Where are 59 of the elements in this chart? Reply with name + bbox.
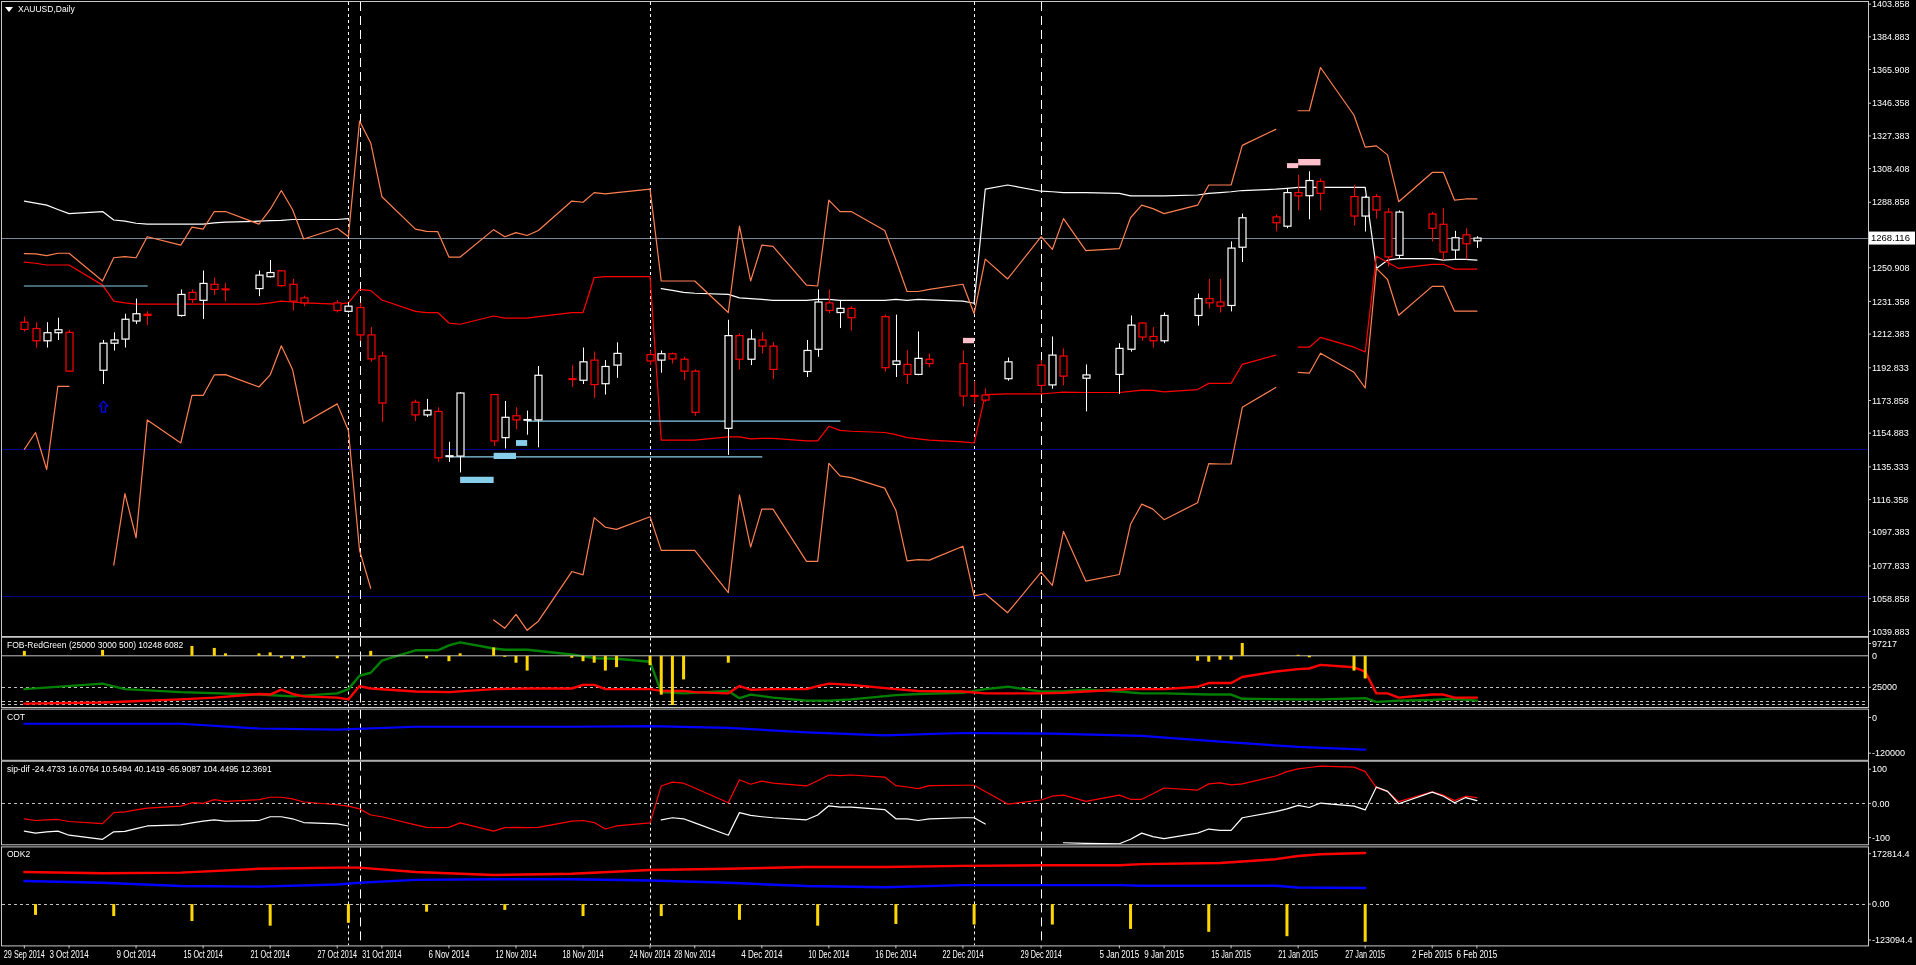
y-tick-label: 1327.383 — [1872, 131, 1910, 142]
x-tick-label: 12 Nov 2014 — [495, 949, 537, 961]
y-tick-label: 1097.383 — [1872, 527, 1910, 538]
x-tick-label: 21 Jan 2015 — [1278, 949, 1319, 961]
x-tick-label: 24 Nov 2014 — [629, 949, 671, 961]
y-tick-label: 1403.858 — [1872, 0, 1910, 10]
y-tick-label: 172814.4 — [1872, 848, 1910, 859]
y-tick-label: 1192.833 — [1872, 362, 1909, 373]
x-tick-label: 22 Dec 2014 — [942, 949, 984, 961]
x-tick-label: 4 Dec 2014 — [741, 949, 783, 961]
y-tick-label: -123094.4 — [1872, 935, 1913, 946]
chart-title: sip-dif -24.4733 16.0764 10.5494 40.1419 -65.9087 104.4495 12.3691 — [7, 763, 272, 774]
y-tick-label: 1308.408 — [1872, 163, 1910, 174]
y-tick-label: 97217 — [1872, 638, 1898, 649]
chart-title: COT — [7, 711, 25, 722]
y-tick-label: -120000 — [1872, 748, 1906, 759]
x-tick-label: 2 Feb 2015 — [1411, 949, 1453, 961]
y-tick-label: 1077.833 — [1872, 561, 1910, 572]
x-tick-label: 29 Sep 2014 — [3, 949, 45, 961]
x-tick-label: 21 Oct 2014 — [250, 949, 291, 961]
chart-title: ODK2 — [7, 849, 31, 860]
y-tick-label: 0.00 — [1872, 798, 1890, 809]
y-tick-label: 1288.858 — [1872, 197, 1910, 208]
x-tick-label: 28 Nov 2014 — [674, 949, 716, 961]
x-tick-label: 5 Jan 2015 — [1099, 949, 1140, 961]
y-tick-label: 1039.883 — [1872, 626, 1910, 637]
y-tick-label: -100 — [1872, 832, 1891, 843]
x-tick-label: 18 Nov 2014 — [562, 949, 604, 961]
ref-line-label: 1268.116 — [1871, 232, 1910, 244]
x-tick-label: 6 Nov 2014 — [428, 949, 470, 961]
x-tick-label: 16 Dec 2014 — [875, 949, 917, 961]
y-tick-label: 1058.858 — [1872, 593, 1910, 604]
y-tick-label: 1116.358 — [1872, 494, 1909, 505]
y-tick-label: 1384.883 — [1872, 31, 1910, 42]
y-tick-label: 1173.858 — [1872, 395, 1909, 406]
x-tick-label: 6 Feb 2015 — [1456, 949, 1498, 961]
x-tick-label: 29 Dec 2014 — [1020, 949, 1062, 961]
chart-title: FOB-RedGreen (25000 3000 500) 10248 6082 — [7, 639, 184, 650]
y-tick-label: 1212.383 — [1872, 329, 1910, 340]
y-tick-label: 1231.358 — [1872, 296, 1910, 307]
y-tick-label: 1250.908 — [1872, 262, 1910, 273]
x-tick-label: 10 Dec 2014 — [808, 949, 850, 961]
y-tick-label: 1154.883 — [1872, 428, 1909, 439]
y-tick-label: 1135.333 — [1872, 462, 1909, 473]
y-tick-label: 1365.908 — [1872, 64, 1910, 75]
y-tick-label: 0 — [1872, 712, 1878, 723]
x-tick-label: 15 Oct 2014 — [183, 949, 223, 961]
x-tick-label: 9 Oct 2014 — [116, 949, 156, 961]
y-tick-label: 25000 — [1872, 682, 1898, 693]
x-tick-label: 9 Jan 2015 — [1144, 949, 1184, 961]
y-tick-label: 100 — [1872, 764, 1888, 775]
x-tick-label: 3 Oct 2014 — [49, 949, 89, 961]
x-tick-label: 27 Oct 2014 — [317, 949, 358, 961]
y-tick-label: 1346.358 — [1872, 98, 1910, 109]
x-tick-label: 15 Jan 2015 — [1211, 949, 1252, 961]
x-tick-label: 27 Jan 2015 — [1345, 949, 1386, 961]
x-tick-label: 31 Oct 2014 — [362, 949, 402, 961]
y-tick-label: 0.00 — [1872, 899, 1890, 910]
chart-title: XAUUSD,Daily — [18, 4, 76, 14]
